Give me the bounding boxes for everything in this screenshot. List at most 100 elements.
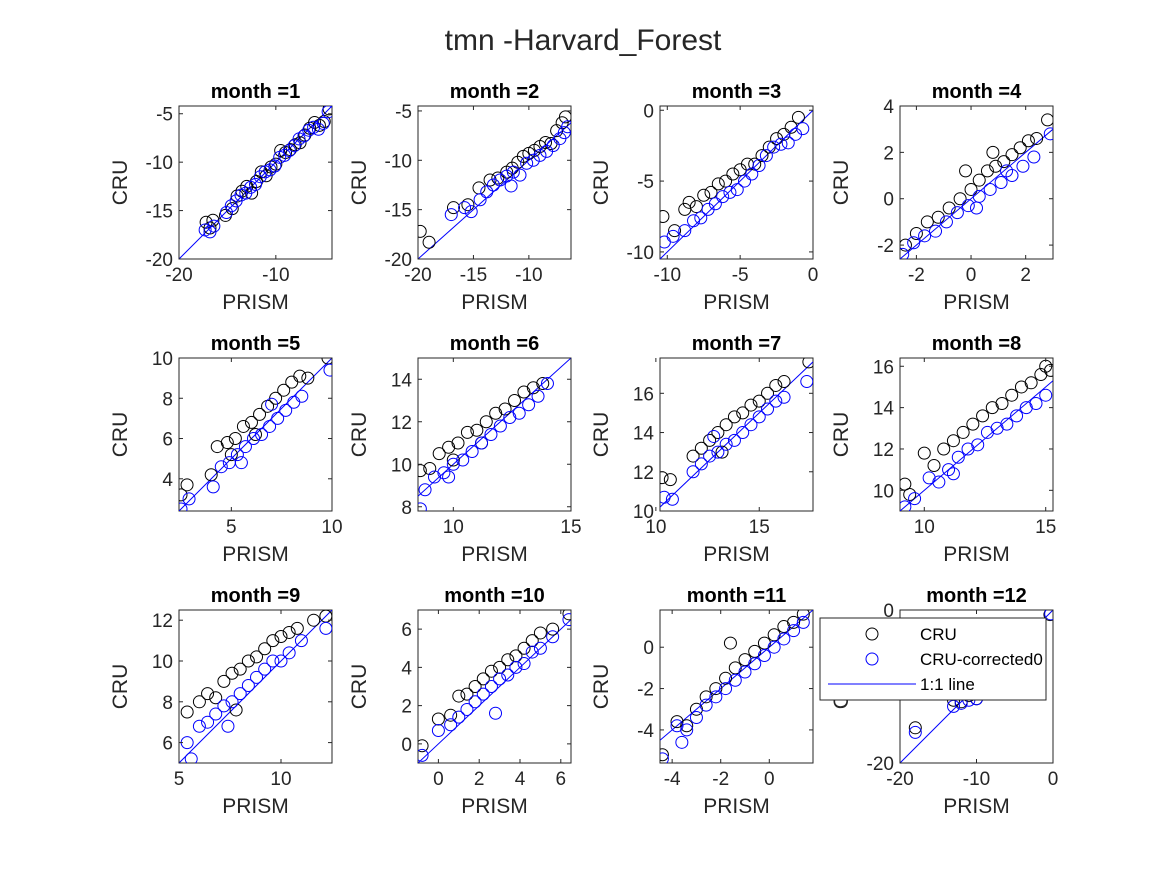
corrected-point [719, 682, 733, 696]
corrected-point [517, 657, 531, 671]
corrected-point [736, 426, 750, 440]
cru-point [536, 377, 550, 390]
y-tick-label: 0 [643, 638, 654, 659]
corrected-point [513, 168, 527, 182]
subplot-7: month =7 10 15 10 12 14 16 PRISM CRU [590, 333, 814, 566]
cru-point [777, 375, 791, 389]
y-tick-label: 0 [883, 190, 894, 211]
cru-point [972, 173, 986, 187]
y-tick-label: 0 [401, 735, 412, 756]
y-axis-label: CRU [590, 664, 613, 710]
cru-point [755, 149, 769, 163]
cru-point [236, 419, 250, 433]
subplot-4: month =4 -2 0 2 -2 0 2 4 PRISM CRU [830, 81, 1054, 314]
y-tick-label: 16 [633, 384, 654, 405]
subplot-title: month =9 [211, 585, 300, 607]
corrected-point [452, 710, 466, 724]
cru-point [959, 164, 973, 178]
y-tick-label: -2 [877, 236, 894, 257]
corrected-point [1029, 396, 1043, 410]
y-tick-label: 0 [883, 601, 894, 622]
corrected-point [533, 641, 547, 655]
corrected-point [767, 140, 781, 154]
cru-point [704, 185, 718, 199]
y-tick-label: 4 [401, 658, 412, 679]
cru-point [703, 433, 717, 447]
cru-point [711, 177, 725, 191]
corrected-point [219, 206, 233, 220]
y-tick-label: 10 [152, 349, 173, 370]
subplot-title: month =11 [687, 585, 786, 607]
figure-title: tmn -Harvard_Forest [445, 24, 722, 57]
cru-point [1005, 148, 1019, 162]
subplot-1: month =1 -20 -10 -20 -15 -10 -5 PRISM CRU [109, 81, 333, 314]
corrected-point [918, 229, 932, 243]
corrected-point [316, 116, 330, 130]
cru-point [715, 445, 729, 459]
cru-point [946, 434, 960, 448]
corrected-point [1027, 150, 1041, 164]
corrected-point [427, 470, 441, 484]
corrected-point [707, 429, 721, 443]
legend-label: 1:1 line [920, 675, 975, 694]
cru-point [431, 712, 445, 726]
corrected-point [265, 397, 279, 411]
corrected-point [994, 176, 1008, 189]
x-tick-label: -20 [886, 769, 913, 790]
cru-point [920, 215, 934, 229]
corrected-point [464, 205, 478, 219]
cru-point [224, 448, 238, 462]
corrected-point [475, 436, 489, 450]
y-axis-label: CRU [348, 412, 371, 458]
corrected-point [774, 137, 788, 151]
corrected-point [540, 377, 554, 390]
y-axis-label: CRU [590, 412, 613, 458]
y-tick-label: 10 [633, 502, 654, 523]
cru-point [1030, 131, 1044, 145]
corrected-point [796, 615, 810, 629]
legend-label: CRU-corrected0 [920, 650, 1043, 669]
corrected-point [446, 457, 460, 471]
y-tick-label: 8 [401, 498, 412, 519]
corrected-point [418, 483, 432, 497]
corrected-point [748, 657, 762, 671]
corrected-point [224, 199, 238, 213]
data-layer [900, 113, 1053, 259]
corrected-point [182, 492, 196, 506]
y-tick-label: 12 [152, 611, 173, 632]
cru-point [442, 440, 456, 454]
cru-point [418, 224, 427, 238]
corrected-point [431, 723, 445, 737]
y-tick-label: -5 [637, 172, 654, 193]
x-axis-label: PRISM [943, 795, 1010, 818]
x-axis-label: PRISM [222, 795, 289, 818]
corrected-point [512, 406, 526, 420]
x-axis-label: PRISM [461, 543, 528, 566]
cru-point [245, 186, 259, 200]
data-layer [418, 610, 571, 763]
cru-point [726, 167, 740, 181]
cru-point [997, 155, 1011, 169]
corrected-point [908, 725, 922, 739]
subplot-title: month =6 [450, 333, 539, 355]
corrected-point [321, 106, 332, 119]
y-tick-label: 14 [633, 424, 655, 445]
x-tick-label: 2 [474, 769, 485, 790]
one-to-one-line [900, 380, 1053, 511]
cru-point [995, 396, 1009, 410]
corrected-point [437, 466, 451, 480]
x-tick-label: 15 [560, 517, 581, 538]
cru-point [446, 453, 460, 467]
y-tick-label: -5 [395, 102, 412, 123]
cru-point [927, 459, 941, 473]
corrected-point [504, 179, 518, 193]
cru-point [422, 235, 436, 249]
legend[interactable]: CRU CRU-corrected0 1:1 line [819, 617, 1047, 701]
cru-point [217, 674, 231, 688]
x-axis-label: PRISM [943, 543, 1010, 566]
corrected-point [263, 419, 277, 433]
corrected-point [501, 668, 515, 682]
cru-point [989, 159, 1003, 173]
